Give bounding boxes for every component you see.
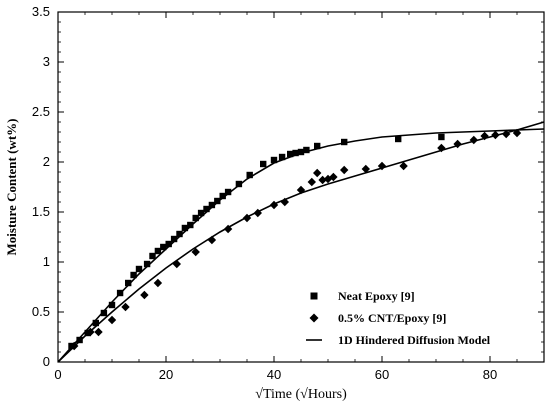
axis-ticks: 0 0.5 1 1.5 2 2.5 3 3.5 0 20 40 60 80 xyxy=(32,4,545,382)
cnt-epoxy-point xyxy=(399,161,408,171)
neat-epoxy-point xyxy=(165,240,172,248)
y-tick-label: 3.5 xyxy=(32,4,50,19)
cnt-epoxy-point xyxy=(377,161,387,171)
cnt-epoxy-point xyxy=(313,168,322,178)
neat-epoxy-point xyxy=(92,319,99,327)
neat-epoxy-point xyxy=(125,279,132,287)
legend-label-neat-epoxy: Neat Epoxy [9] xyxy=(338,289,415,303)
cnt-epoxy-point xyxy=(307,177,316,187)
neat-epoxy-point xyxy=(143,260,151,268)
neat-epoxy-point xyxy=(224,188,232,196)
cnt-epoxy-point xyxy=(469,135,478,145)
neat-epoxy-point xyxy=(203,205,210,213)
cnt-epoxy-point xyxy=(269,200,279,210)
cnt-epoxy-point xyxy=(242,213,252,223)
cnt-epoxy-point xyxy=(318,175,327,185)
neat-epoxy-point xyxy=(192,214,199,222)
neat-epoxy-point xyxy=(197,209,205,217)
cnt-epoxy-point xyxy=(512,128,522,138)
legend-marker-cnt-epoxy xyxy=(309,313,319,323)
cnt-epoxy-point xyxy=(491,130,500,140)
cnt-epoxy-point xyxy=(107,315,117,325)
y-tick-label: 2.5 xyxy=(32,104,50,119)
x-tick-label: 40 xyxy=(267,367,281,382)
cnt-epoxy-point xyxy=(437,143,446,153)
cnt-epoxy-point xyxy=(94,327,103,337)
neat-epoxy-point xyxy=(76,336,83,344)
plot-area xyxy=(57,121,545,363)
cnt-epoxy-point xyxy=(280,197,289,207)
cnt-epoxy-point xyxy=(253,208,262,218)
x-tick-label: 80 xyxy=(483,367,497,382)
model-curve-line xyxy=(57,121,545,363)
neat-epoxy-point xyxy=(181,224,189,232)
cnt-epoxy-point xyxy=(153,278,163,288)
cnt-epoxy-point xyxy=(296,185,306,195)
neat-epoxy-point xyxy=(154,247,162,255)
neat-epoxy-point xyxy=(314,142,321,150)
y-axis-title: Moisture Content (wt%) xyxy=(4,119,19,256)
neat-epoxy-point xyxy=(100,309,108,317)
cnt-epoxy-point xyxy=(323,174,333,184)
neat-epoxy-point xyxy=(130,271,137,279)
neat-epoxy-point xyxy=(214,197,221,205)
neat-epoxy-point xyxy=(116,289,124,297)
y-tick-label: 0 xyxy=(43,354,50,369)
cnt-epoxy-point xyxy=(340,165,349,175)
cnt-epoxy-point xyxy=(329,172,338,182)
neat-epoxy-point xyxy=(292,149,299,157)
y-tick-label: 3 xyxy=(43,54,50,69)
neat-epoxy-point xyxy=(270,156,278,164)
legend-marker-neat-epoxy xyxy=(310,292,318,300)
cnt-epoxy-point xyxy=(502,129,511,139)
neat-epoxy-point xyxy=(438,133,445,141)
neat-epoxy-point xyxy=(278,153,286,161)
neat-epoxy-point xyxy=(395,135,402,143)
cnt-epoxy-point xyxy=(172,259,181,269)
legend-label-model: 1D Hindered Diffusion Model xyxy=(338,333,491,347)
neat-epoxy-point xyxy=(303,146,310,154)
x-axis-title: √Time (√Hours) xyxy=(255,387,347,402)
neat-epoxy-point xyxy=(170,235,178,243)
model-curve-line xyxy=(57,128,545,363)
cnt-epoxy-point xyxy=(121,302,130,312)
x-tick-label: 20 xyxy=(159,367,173,382)
cnt-epoxy-point xyxy=(223,224,233,234)
neat-epoxy-point xyxy=(246,171,253,179)
cnt-epoxy-point xyxy=(191,247,200,257)
neat-epoxy-point xyxy=(341,138,348,146)
neat-epoxy-point xyxy=(297,148,305,156)
y-tick-label: 1.5 xyxy=(32,204,50,219)
neat-epoxy-point xyxy=(235,180,243,188)
neat-epoxy-point xyxy=(160,243,167,251)
neat-epoxy-point xyxy=(149,252,156,260)
cnt-epoxy-point xyxy=(86,327,95,337)
legend-label-cnt-epoxy: 0.5% CNT/Epoxy [9] xyxy=(338,311,446,325)
cnt-epoxy-point xyxy=(453,139,462,149)
y-tick-label: 0.5 xyxy=(32,304,50,319)
cnt-epoxy-point xyxy=(207,235,217,245)
legend: Neat Epoxy [9] 0.5% CNT/Epoxy [9] 1D Hin… xyxy=(306,289,491,347)
neat-epoxy-point xyxy=(176,230,183,238)
y-tick-label: 2 xyxy=(43,154,50,169)
neat-epoxy-point xyxy=(260,160,267,168)
neat-epoxy-point xyxy=(287,150,294,158)
neat-epoxy-point xyxy=(219,192,226,200)
cnt-epoxy-point xyxy=(361,164,370,174)
neat-epoxy-point xyxy=(187,221,194,229)
cnt-epoxy-point xyxy=(140,290,149,300)
cnt-epoxy-point xyxy=(70,341,79,351)
x-tick-label: 60 xyxy=(375,367,389,382)
y-tick-label: 1 xyxy=(43,254,50,269)
x-tick-label: 0 xyxy=(54,367,61,382)
cnt-epoxy-point xyxy=(480,131,489,141)
neat-epoxy-point xyxy=(108,301,116,309)
neat-epoxy-point xyxy=(208,201,216,209)
neat-epoxy-point xyxy=(135,265,143,273)
